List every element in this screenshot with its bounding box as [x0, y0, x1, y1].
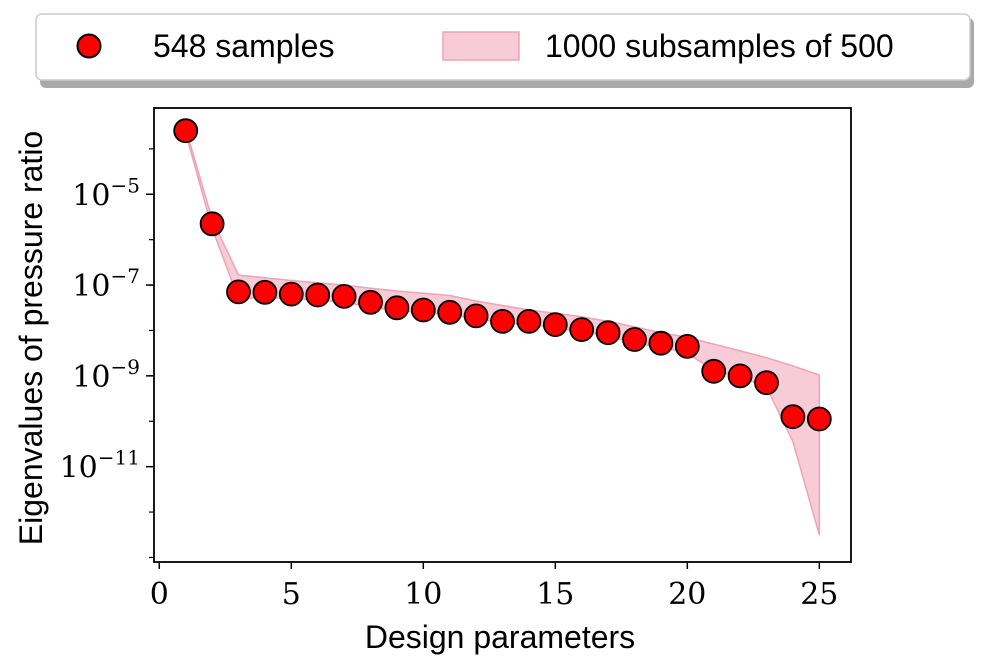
data-point-24: [780, 404, 806, 430]
legend-label-samples: 548 samples: [153, 28, 334, 64]
data-point-13: [490, 308, 515, 334]
plot-frame: [153, 107, 852, 563]
data-point-11: [437, 299, 463, 325]
data-point-2: [199, 211, 225, 237]
data-point-4: [252, 279, 278, 305]
data-point-9: [384, 295, 410, 321]
y-tick-label: 10−11: [60, 446, 140, 486]
x-tick-label-5: 5: [282, 577, 301, 612]
legend-marker-samples: [76, 33, 102, 59]
y-tick-label: 10−9: [72, 355, 140, 395]
data-point-14: [516, 308, 542, 334]
data-point-18: [622, 327, 647, 352]
data-point-10: [410, 297, 436, 323]
data-point-25: [806, 406, 832, 432]
y-axis: 10−5 10−7 10−9 10−11: [60, 148, 154, 559]
legend-swatch-subsamples: [442, 31, 520, 61]
x-tick-label-0: 0: [150, 577, 169, 612]
data-point-19: [648, 330, 674, 356]
data-point-6: [305, 282, 331, 308]
x-axis-label: Design parameters: [365, 619, 635, 655]
legend: 548 samples 1000 subsamples of 500: [35, 13, 974, 88]
legend-label-subsamples: 1000 subsamples of 500: [545, 28, 894, 64]
points-layer: [173, 118, 832, 432]
x-tick-label-10: 10: [404, 577, 442, 612]
x-tick-label-20: 20: [668, 577, 706, 612]
data-point-5: [278, 281, 304, 307]
y-tick-label: 10−5: [72, 173, 140, 213]
y-axis-label: Eigenvalues of pressure ratio: [13, 131, 49, 545]
data-point-17: [595, 320, 621, 346]
data-point-15: [542, 312, 568, 338]
x-tick-label-25: 25: [800, 577, 838, 612]
data-point-3: [226, 279, 251, 305]
data-point-12: [463, 303, 489, 329]
data-point-22: [727, 363, 753, 389]
data-point-8: [358, 289, 383, 315]
data-point-1: [173, 118, 199, 144]
x-axis: 0 5 10 15 20 25: [150, 562, 838, 612]
data-point-7: [331, 283, 357, 309]
data-point-21: [701, 358, 727, 384]
x-tick-label-15: 15: [536, 577, 574, 612]
data-point-20: [674, 333, 700, 359]
y-tick-label: 10−7: [72, 264, 140, 304]
data-point-23: [754, 370, 779, 396]
data-point-16: [569, 317, 595, 343]
